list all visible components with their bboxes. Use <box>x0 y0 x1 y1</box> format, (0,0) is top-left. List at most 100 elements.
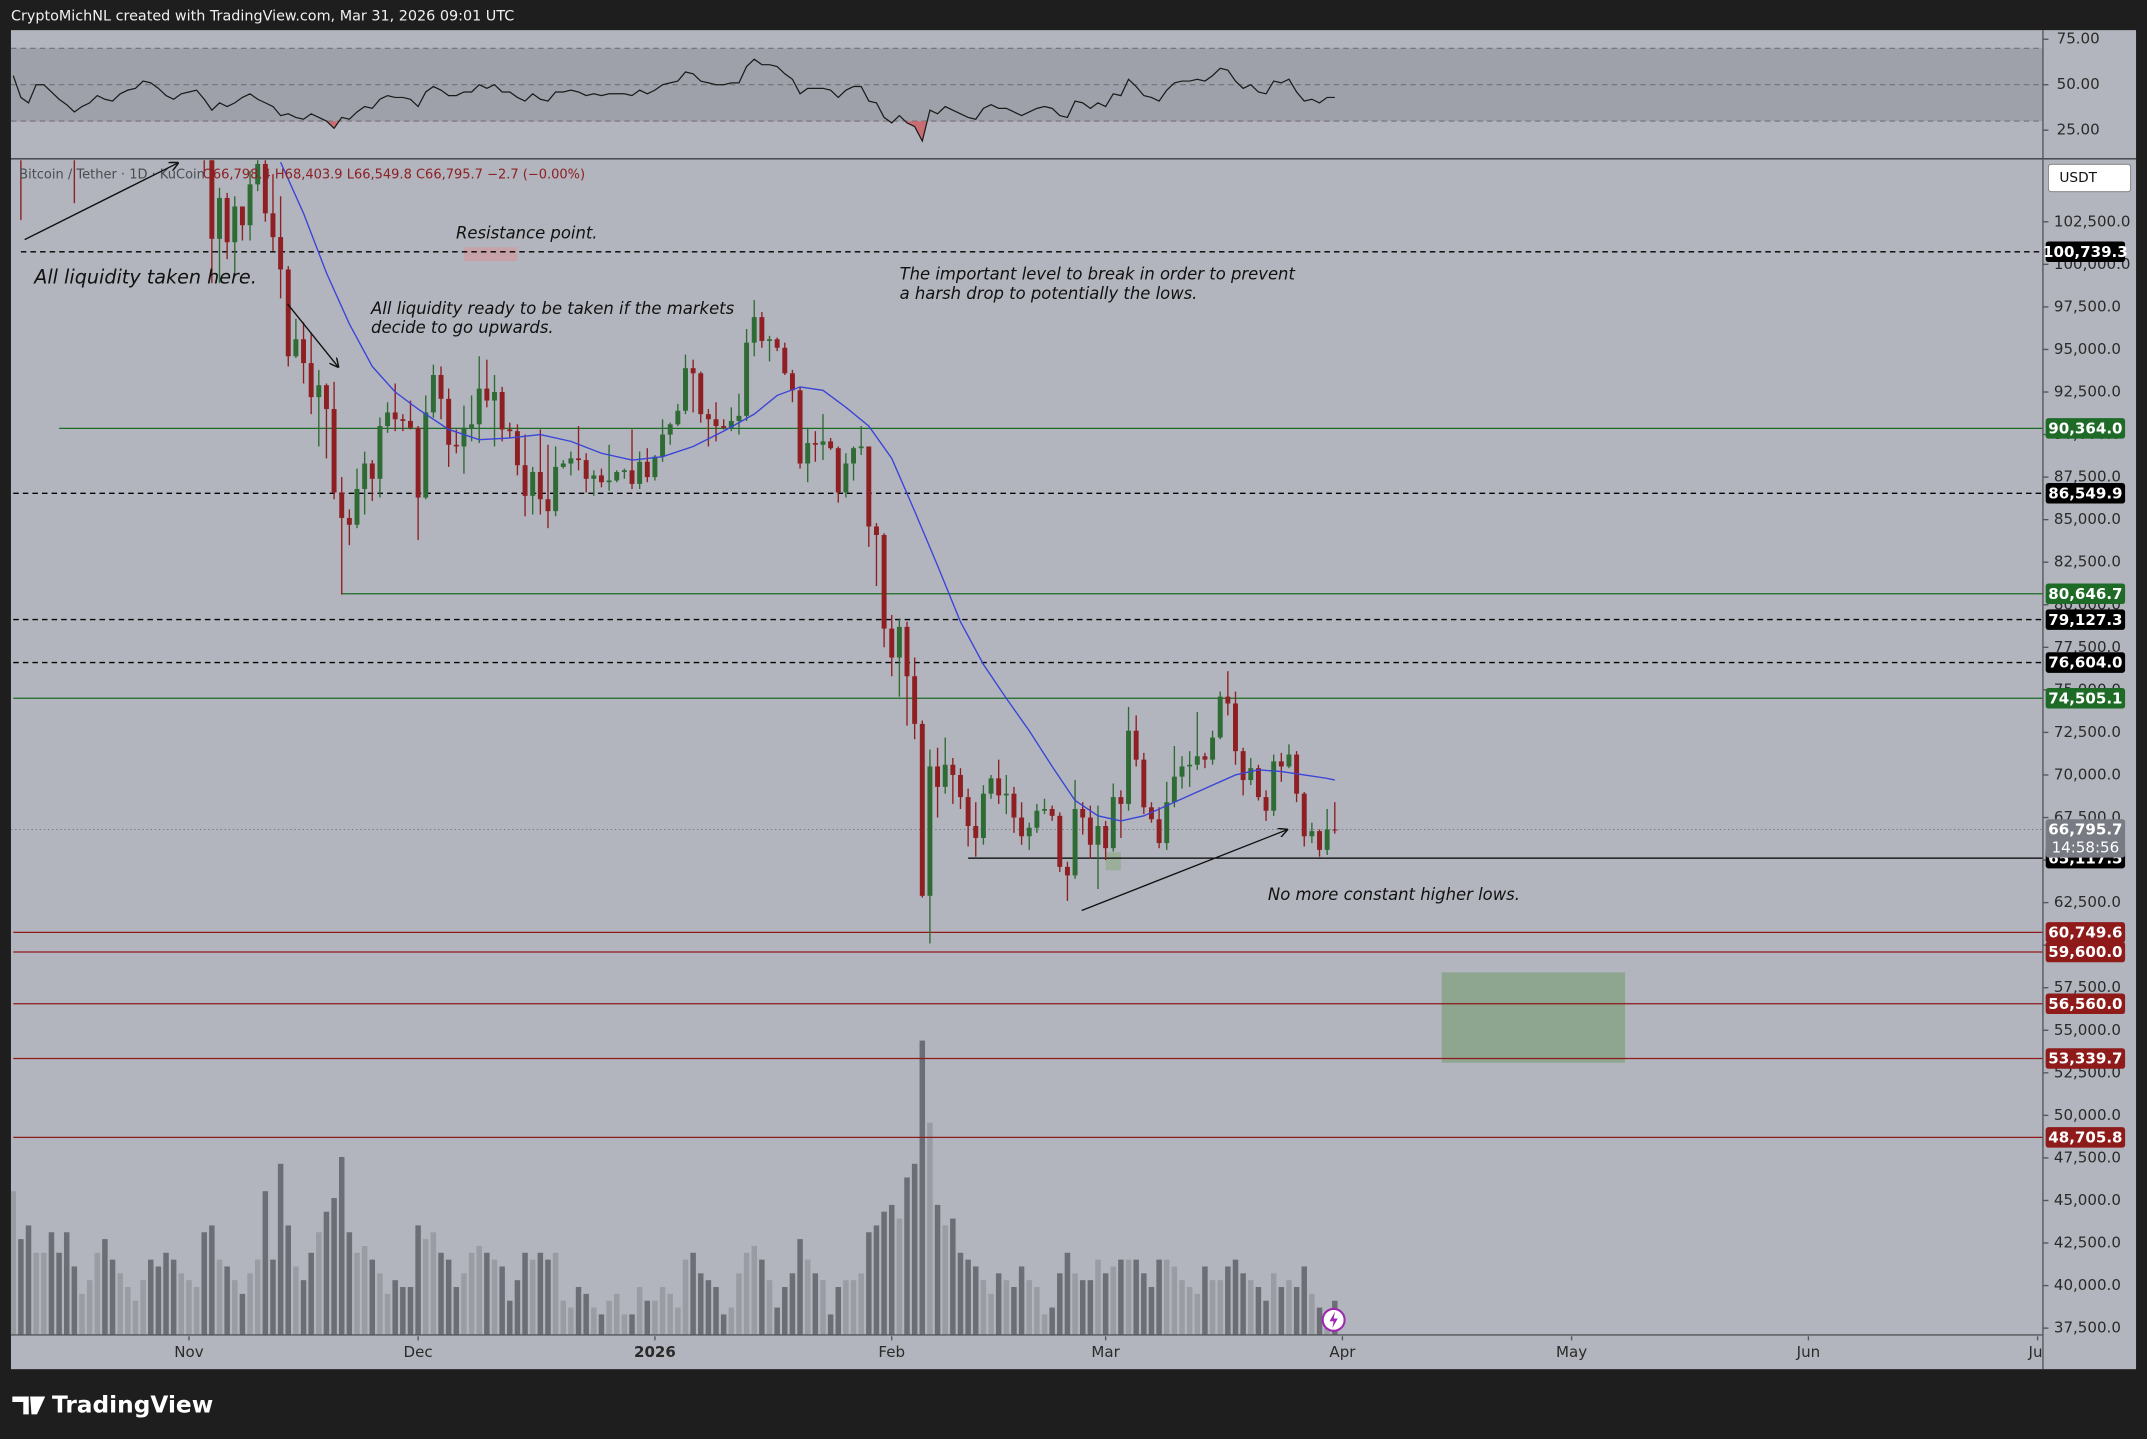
candle-body <box>316 385 322 398</box>
candle-body <box>285 269 291 357</box>
volume-bar <box>79 1293 85 1335</box>
volume-bar <box>300 1280 307 1335</box>
candle-body <box>598 475 604 483</box>
volume-bar <box>1293 1287 1300 1335</box>
rsi-tick-label: 50.00 <box>2057 75 2100 93</box>
volume-bar <box>415 1225 421 1335</box>
volume-bar <box>766 1280 773 1335</box>
volume-bar <box>698 1273 704 1335</box>
candle-body <box>400 419 406 421</box>
candle-body <box>1156 819 1162 844</box>
volume-bar <box>1286 1280 1292 1335</box>
candle-body <box>1095 826 1101 845</box>
chart-background <box>10 30 2137 1370</box>
candle-body <box>385 412 391 427</box>
candle-body <box>958 774 963 798</box>
volume-bar <box>636 1287 643 1335</box>
volume-bar <box>927 1122 933 1335</box>
candle-body <box>591 475 597 479</box>
volume-bar <box>1018 1266 1025 1335</box>
candle-body <box>1057 815 1063 867</box>
y-tick-label: 95,000.0 <box>2054 340 2121 358</box>
volume-bar <box>804 1259 811 1335</box>
y-tick-label: 62,500.0 <box>2054 893 2121 911</box>
candle-body <box>1103 826 1109 849</box>
price-label-box <box>2045 922 2126 943</box>
currency-label[interactable]: USDT <box>2059 170 2097 186</box>
candle-body <box>919 723 925 896</box>
volume-bar <box>552 1252 559 1335</box>
candle-body <box>851 448 857 464</box>
volume-bar <box>1118 1259 1124 1335</box>
volume-bar <box>262 1191 269 1335</box>
candle-body <box>530 472 536 496</box>
candle-body <box>1309 831 1315 837</box>
candle-body <box>683 368 688 411</box>
candle-body <box>621 470 627 473</box>
candle-body <box>362 463 368 490</box>
candle-body <box>690 368 696 374</box>
candle-body <box>721 426 727 428</box>
volume-bar <box>713 1287 719 1335</box>
candle-body <box>1210 737 1216 760</box>
candle-body <box>1202 756 1208 760</box>
volume-bar <box>1240 1273 1246 1335</box>
price-label: 86,549.9 <box>2048 484 2122 502</box>
candle-body <box>942 764 948 787</box>
volume-bar <box>980 1280 987 1335</box>
currency-box[interactable] <box>2048 163 2131 193</box>
price-label: 100,739.3 <box>2043 243 2128 261</box>
price-label-box <box>2045 688 2126 709</box>
volume-bar <box>797 1239 803 1335</box>
y-tick-label: 37,500.0 <box>2054 1319 2121 1337</box>
price-label-box <box>2045 993 2126 1014</box>
candle-body <box>392 412 398 420</box>
volume-bar <box>94 1252 101 1335</box>
volume-bar <box>400 1287 406 1335</box>
volume-bar <box>48 1232 55 1335</box>
candle-body <box>339 492 345 518</box>
candle-body <box>346 517 352 525</box>
volume-bar <box>995 1273 1002 1335</box>
volume-bar <box>827 1314 834 1335</box>
y-tick-label: 72,500.0 <box>2054 723 2121 741</box>
volume-bar <box>1095 1259 1101 1335</box>
volume-bar <box>148 1259 154 1335</box>
volume-bar <box>338 1156 345 1335</box>
price-pane <box>10 160 2043 1335</box>
volume-bar <box>1034 1287 1040 1335</box>
candle-body <box>973 826 979 838</box>
candle-body <box>415 427 421 498</box>
volume-bar <box>1156 1259 1162 1335</box>
volume-bar <box>224 1266 230 1335</box>
volume-bar <box>476 1245 482 1335</box>
annotation: All liquidity taken here. <box>32 265 257 288</box>
volume-bar <box>621 1314 628 1335</box>
x-tick-label: Jun <box>1796 1343 1821 1361</box>
volume-bar <box>682 1259 689 1335</box>
volume-bar <box>117 1273 123 1335</box>
candle-body <box>1164 802 1170 844</box>
arrow <box>1081 830 1287 912</box>
volume-bar <box>63 1232 70 1335</box>
volume-bar <box>1248 1280 1254 1335</box>
price-label-box <box>2045 1048 2126 1069</box>
y-tick-label: 50,000.0 <box>2054 1106 2121 1124</box>
volume-bar <box>904 1177 910 1335</box>
volume-bar <box>384 1293 391 1335</box>
volume-bar <box>1194 1293 1201 1335</box>
volume-bar <box>591 1307 597 1335</box>
candle-body <box>461 427 467 447</box>
volume-bar <box>568 1307 574 1335</box>
volume-bar <box>33 1252 39 1335</box>
candle-body <box>644 461 650 478</box>
brand-logo <box>12 1396 46 1415</box>
volume-bar <box>911 1163 918 1335</box>
candle-body <box>1003 793 1009 796</box>
volume-bar <box>1186 1287 1193 1335</box>
price-label-box <box>2045 609 2126 630</box>
volume-bar <box>1049 1307 1055 1335</box>
candle-body <box>576 458 581 461</box>
candle-body <box>1286 754 1292 767</box>
candle-body <box>560 463 566 467</box>
